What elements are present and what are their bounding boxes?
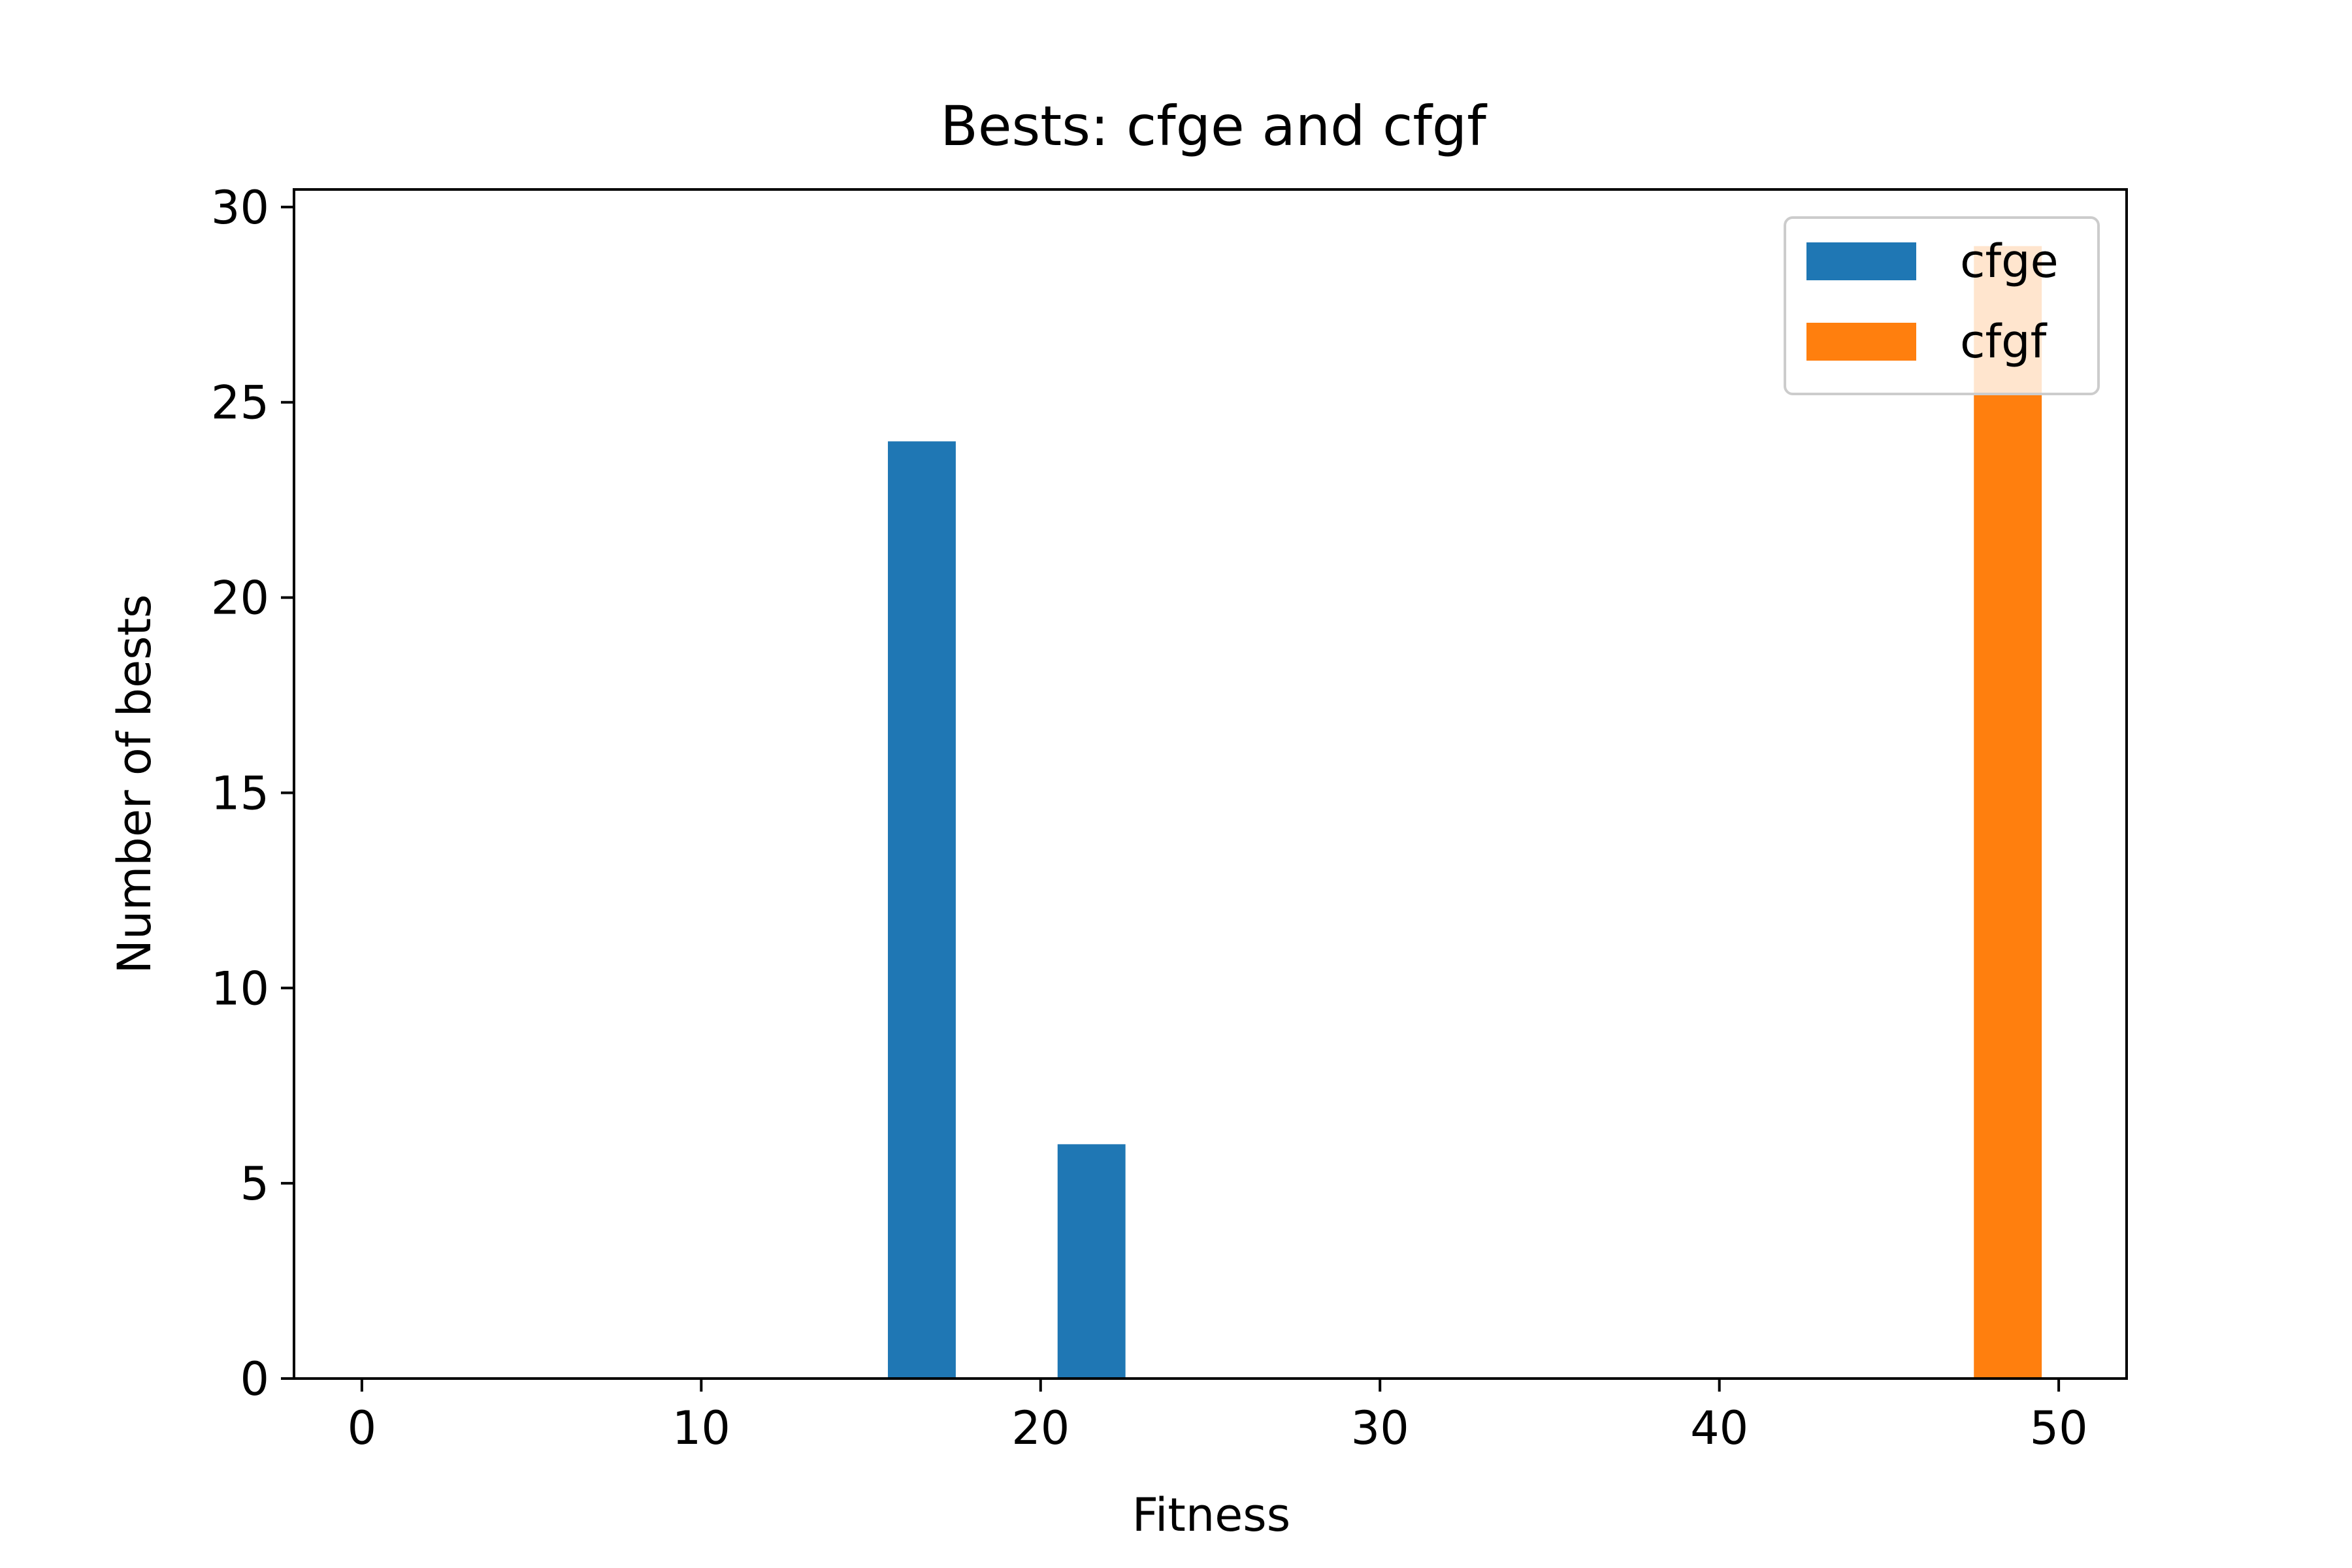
y-axis-label: Number of bests bbox=[108, 594, 161, 973]
legend-swatch-cfgf bbox=[1806, 323, 1916, 361]
x-tick-label: 10 bbox=[672, 1401, 730, 1455]
legend-label-cfgf: cfgf bbox=[1960, 315, 2048, 368]
y-tick-label: 20 bbox=[211, 572, 269, 625]
y-tick-label: 30 bbox=[211, 181, 269, 235]
x-axis-label: Fitness bbox=[1132, 1488, 1290, 1542]
plot-area: 0 10 20 30 40 50 0 5 10 15 20 25 30 bbox=[211, 181, 2128, 1455]
legend-swatch-cfge bbox=[1806, 242, 1916, 280]
y-tick-label: 15 bbox=[211, 766, 269, 820]
y-tick-label: 5 bbox=[240, 1157, 269, 1211]
x-tick-label: 50 bbox=[2030, 1401, 2088, 1455]
bar-cfgf-0 bbox=[1974, 246, 2042, 1379]
x-tick-label: 0 bbox=[348, 1401, 377, 1455]
x-tick-label: 20 bbox=[1011, 1401, 1070, 1455]
axes-frame bbox=[293, 188, 2128, 1380]
y-tick-label: 0 bbox=[240, 1352, 269, 1406]
bar-cfge-0 bbox=[888, 441, 956, 1379]
y-tick-label: 25 bbox=[211, 376, 269, 430]
chart-title: Bests: cfge and cfgf bbox=[940, 94, 1488, 158]
y-tick-label: 10 bbox=[211, 962, 269, 1015]
legend-label-cfge: cfge bbox=[1960, 235, 2059, 288]
legend: cfge cfgf bbox=[1784, 216, 2100, 395]
bar-cfge-1 bbox=[1057, 1144, 1126, 1379]
x-tick-label: 30 bbox=[1351, 1401, 1409, 1455]
x-tick-label: 40 bbox=[1690, 1401, 1748, 1455]
